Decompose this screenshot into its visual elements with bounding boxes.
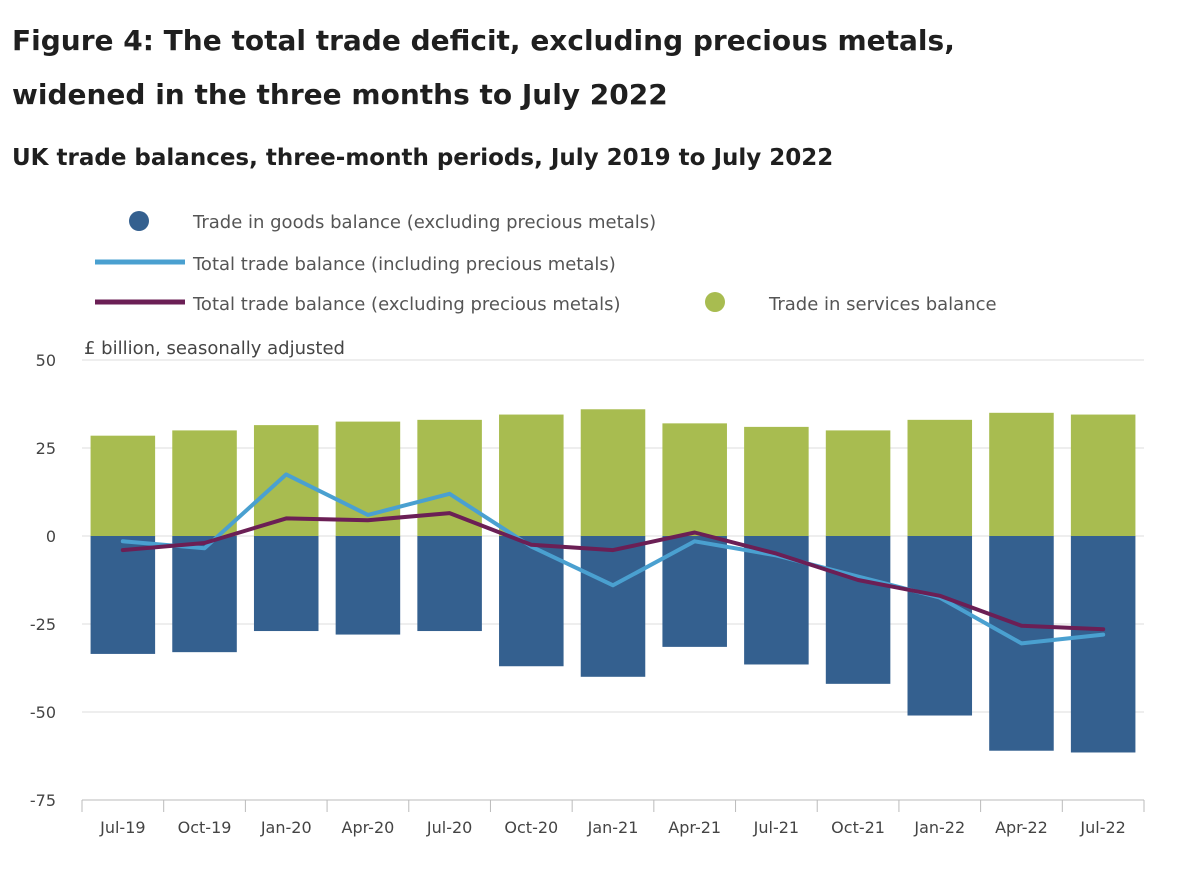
x-tick-label: Oct-20 [504,818,558,837]
x-tick-label: Apr-22 [995,818,1048,837]
y-axis: 50 25 0 -25 -50 -75 [30,351,56,810]
series-lines [120,472,1106,646]
legend-label-total-excluding: Total trade balance (excluding precious … [192,294,620,315]
services-bar [825,430,891,536]
y-tick-label: 50 [36,351,56,370]
figure-title: Figure 4: The total trade deficit, exclu… [12,14,1182,122]
goods-bar [417,536,482,632]
goods-bar [172,536,237,653]
legend-swatch-goods [129,211,149,231]
figure-title-line1: Figure 4: The total trade deficit, exclu… [12,24,955,57]
services-bar [417,419,482,536]
x-tick-label: Jan-21 [587,818,639,837]
goods-bar [580,536,646,677]
services-bar [90,435,156,536]
x-tick-label: Jul-19 [99,818,145,837]
y-tick-label: -25 [30,615,56,634]
y-tick-label: -75 [30,791,56,810]
x-tick-label: Oct-19 [178,818,232,837]
x-tick-label: Apr-21 [668,818,721,837]
legend-label-services: Trade in services balance [768,294,997,315]
services-bar [172,430,237,536]
x-tick-label: Jul-22 [1079,818,1125,837]
total-excluding-line [120,511,1106,632]
goods-bar [1070,536,1136,753]
x-tick-label: Jul-20 [426,818,472,837]
goods-bar [335,536,401,635]
figure-subtitle: UK trade balances, three-month periods, … [12,145,834,171]
services-bar [499,414,564,536]
services-bar [907,419,973,536]
goods-bar [90,536,156,654]
services-bar [744,426,809,536]
x-tick-label: Apr-20 [342,818,395,837]
services-bar [989,412,1054,536]
x-tick-label: Oct-21 [831,818,885,837]
legend-label-total-including: Total trade balance (including precious … [192,254,616,275]
services-bar [662,423,727,536]
legend: Trade in goods balance (excluding precio… [95,211,997,315]
y-tick-label: -50 [30,703,56,722]
legend-label-goods: Trade in goods balance (excluding precio… [192,212,656,233]
y-axis-unit-label: £ billion, seasonally adjusted [84,338,345,359]
y-tick-label: 0 [46,527,56,546]
goods-bar [825,536,891,684]
services-bar [1070,414,1136,536]
goods-bar [253,536,319,632]
legend-swatch-services [705,292,725,312]
x-tick-label: Jan-20 [260,818,312,837]
bars [90,409,1136,753]
x-tick-label: Jan-22 [913,818,965,837]
x-tick-label: Jul-21 [753,818,799,837]
x-axis: Jul-19 Oct-19 Jan-20 Apr-20 Jul-20 Oct-20 Jan-… [81,800,1145,837]
figure-title-line2: widened in the three months to July 2022 [12,78,668,111]
services-bar [580,409,646,536]
y-tick-label: 25 [36,439,56,458]
goods-bar [907,536,973,716]
